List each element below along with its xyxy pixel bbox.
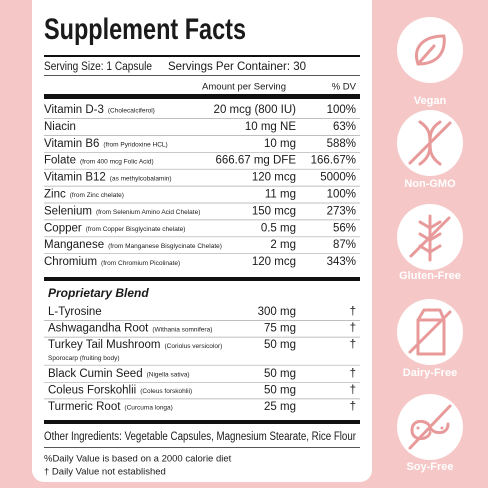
item-source: (Cholecalciferol): [108, 108, 155, 115]
badge-label: Gluten-Free: [399, 270, 461, 282]
item-dv: †: [350, 339, 356, 351]
item-name: Niacin: [44, 121, 76, 133]
badge-label: Soy-Free: [406, 461, 453, 473]
item-dv: †: [350, 384, 356, 396]
item-dv: 5000%: [320, 172, 356, 184]
rule: [44, 55, 360, 57]
item-name: Turkey Tail Mushroom: [48, 339, 160, 351]
badge-label: Vegan: [414, 95, 447, 107]
item-amount: 75 mg: [264, 323, 296, 335]
item-amount: 10 mg NE: [245, 121, 296, 133]
item-amount: 666.67 mg DFE: [215, 155, 296, 167]
title: Supplement Facts: [44, 13, 246, 46]
item-name: Copper: [44, 222, 82, 234]
item-dv: †: [350, 323, 356, 335]
item-dv: †: [350, 401, 356, 413]
serving-size: Serving Size: 1 Capsule: [44, 61, 152, 73]
item-amount: 120 mcg: [252, 256, 296, 268]
item-name: Chromium: [44, 256, 97, 268]
servings-per-container: Servings Per Container: 30: [168, 61, 306, 73]
item-source: (from Manganese Bisglycinate Chelate): [108, 243, 222, 250]
item-name: Vitamin D-3: [44, 104, 104, 116]
item-amount: 25 mg: [264, 401, 296, 413]
item-source: (from Chromium Picolinate): [101, 260, 180, 267]
item-amount: 0.5 mg: [261, 222, 296, 234]
item-name: Folate: [44, 155, 76, 167]
item-name: Vitamin B6: [44, 138, 99, 150]
item-amount: 20 mcg (800 IU): [214, 104, 297, 116]
item-dv: 588%: [327, 138, 356, 150]
dv-header: % DV: [332, 82, 357, 93]
panel: [32, 0, 372, 482]
item-source: (from 400 mcg Folic Acid): [80, 158, 154, 165]
item-source: (from Zinc chelate): [70, 192, 124, 199]
badges: Vegan Non-GMO Gluten-Free Dairy-Free Soy…: [397, 17, 463, 473]
item-name: Coleus Forskohlii: [48, 384, 136, 396]
icon: [408, 308, 452, 356]
item-source: (Nigella sativa): [147, 372, 190, 379]
icon: [408, 404, 452, 450]
item-source: (from Copper Bisglycinate chelate): [86, 226, 186, 233]
rule: [44, 94, 360, 99]
item-name: Zinc: [44, 189, 66, 201]
item-amount: 2 mg: [270, 239, 296, 251]
item-dv: †: [350, 368, 356, 380]
item-name: Vitamin B12: [44, 172, 106, 184]
item-dv: 273%: [327, 205, 356, 217]
item-name: Manganese: [44, 239, 104, 251]
item-amount: 300 mg: [258, 306, 296, 318]
item-amount: 10 mg: [264, 138, 296, 150]
badge-label: Non-GMO: [404, 178, 456, 190]
item-source: (Curcuma longa): [124, 405, 172, 412]
footnote: %Daily Value is based on a 2000 calorie …: [44, 454, 232, 465]
item-dv: †: [350, 306, 356, 318]
item-source: (from Pyridoxine HCL): [103, 142, 167, 149]
item-dv: 63%: [333, 121, 356, 133]
item-name: Black Cumin Seed: [48, 368, 143, 380]
item-amount: 120 mcg: [252, 172, 296, 184]
icon: [408, 120, 452, 166]
item-amount: 50 mg: [264, 368, 296, 380]
rule: [44, 75, 360, 76]
item-name: Ashwagandha Root: [48, 323, 149, 335]
rule: [44, 277, 360, 281]
item-source: (Coleus forskohlii): [140, 388, 192, 395]
item-source: (Withania somnifera): [152, 326, 212, 333]
item-source: (from Selenium Amino Acid Chelate): [96, 209, 200, 216]
item-source: (as methylcobalamin): [110, 175, 172, 182]
item-amount: 50 mg: [264, 339, 296, 351]
amount-header: Amount per Serving: [202, 82, 286, 93]
icon: [415, 34, 446, 66]
rule: [44, 420, 360, 424]
item-dv: 100%: [327, 189, 356, 201]
footnote: † Daily Value not established: [44, 467, 166, 478]
badge-label: Dairy-Free: [403, 367, 457, 379]
item-source: (Coriolus versicolor): [164, 343, 222, 350]
item-amount: 11 mg: [265, 189, 296, 201]
item-dv: 166.67%: [311, 155, 356, 167]
item-name: Turmeric Root: [48, 401, 121, 413]
icon: [409, 214, 451, 262]
item-name: L-Tyrosine: [48, 306, 102, 318]
other-ingredients: Other Ingredients: Vegetable Capsules, M…: [44, 431, 356, 443]
item-amount: 50 mg: [264, 384, 296, 396]
item-note: Sporocarp (fruiting body): [48, 355, 120, 362]
item-dv: 87%: [333, 239, 356, 251]
item-dv: 100%: [327, 104, 356, 116]
rule: [44, 447, 360, 448]
blend-title: Proprietary Blend: [48, 286, 149, 300]
item-dv: 56%: [333, 222, 356, 234]
item-amount: 150 mcg: [252, 205, 296, 217]
item-name: Selenium: [44, 205, 92, 217]
item-dv: 343%: [327, 256, 356, 268]
